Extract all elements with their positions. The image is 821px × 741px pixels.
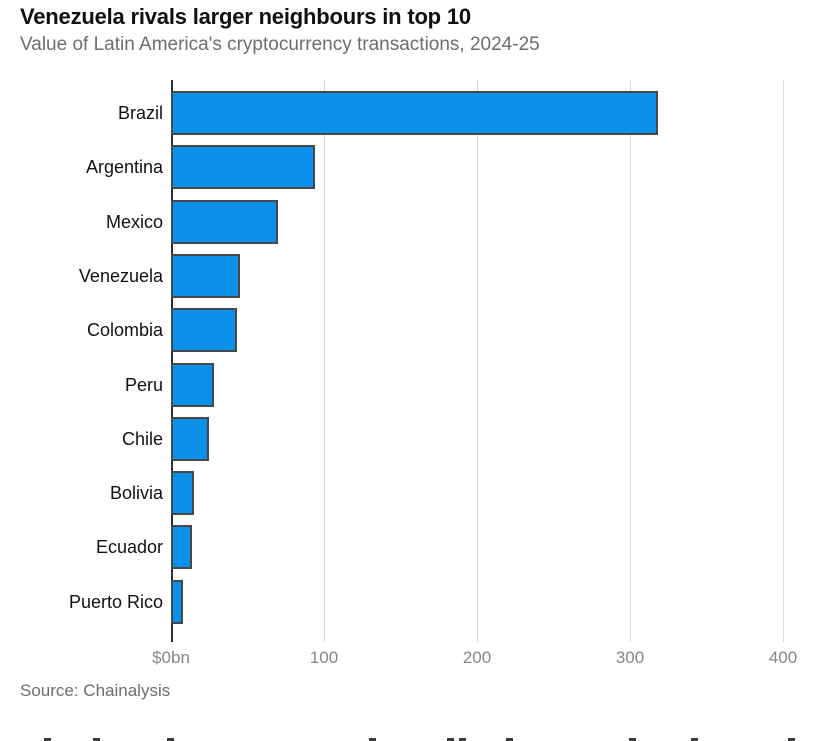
bar-label-argentina: Argentina: [85, 157, 163, 178]
bar-bolivia: [171, 471, 194, 516]
x-tick-label: 100: [309, 648, 339, 667]
clipped-text-fragment: [167, 738, 174, 741]
clipped-text-fragment: [44, 738, 51, 741]
bar-mexico: [171, 199, 278, 244]
clipped-text-fragment: [459, 738, 466, 741]
x-axis-zero-line: [171, 80, 173, 642]
bar-ecuador: [171, 525, 192, 570]
clipped-text-fragment: [788, 738, 795, 741]
bar-label-bolivia: Bolivia: [109, 483, 163, 504]
clipped-text-fragment: [447, 738, 454, 741]
source-credit: Source: Chainalysis: [20, 681, 171, 700]
chart-subtitle: Value of Latin America's cryptocurrency …: [20, 34, 540, 55]
bar-venezuela: [171, 253, 240, 298]
x-gridline: [477, 80, 478, 642]
clipped-text-fragment: [629, 738, 636, 741]
clipped-text-fragment: [93, 738, 100, 741]
x-gridline: [783, 80, 784, 642]
x-tick-label: 400: [768, 648, 798, 667]
x-gridline: [324, 80, 325, 642]
bar-label-peru: Peru: [124, 374, 163, 395]
clipped-text-fragment: [369, 738, 376, 741]
bar-colombia: [171, 308, 237, 353]
x-tick-label: 200: [462, 648, 492, 667]
bar-chile: [171, 416, 209, 461]
clipped-text-fragment: [691, 738, 698, 741]
bar-brazil: [171, 91, 658, 135]
chart-title: Venezuela rivals larger neighbours in to…: [20, 4, 471, 29]
x-gridline: [630, 80, 631, 642]
bar-label-brazil: Brazil: [117, 103, 163, 123]
bar-label-chile: Chile: [121, 428, 163, 449]
bar-argentina: [171, 145, 315, 190]
bar-puerto-rico: [171, 579, 183, 624]
x-tick-label: $0bn: [152, 648, 190, 667]
bar-label-ecuador: Ecuador: [95, 537, 163, 558]
bar-peru: [171, 362, 214, 407]
bar-label-venezuela: Venezuela: [78, 265, 163, 286]
bar-label-puerto-rico: Puerto Rico: [68, 591, 163, 612]
bar-label-colombia: Colombia: [86, 320, 163, 341]
clipped-text-fragment: [506, 738, 513, 741]
bar-label-mexico: Mexico: [105, 211, 163, 232]
x-tick-label: 300: [615, 648, 645, 667]
